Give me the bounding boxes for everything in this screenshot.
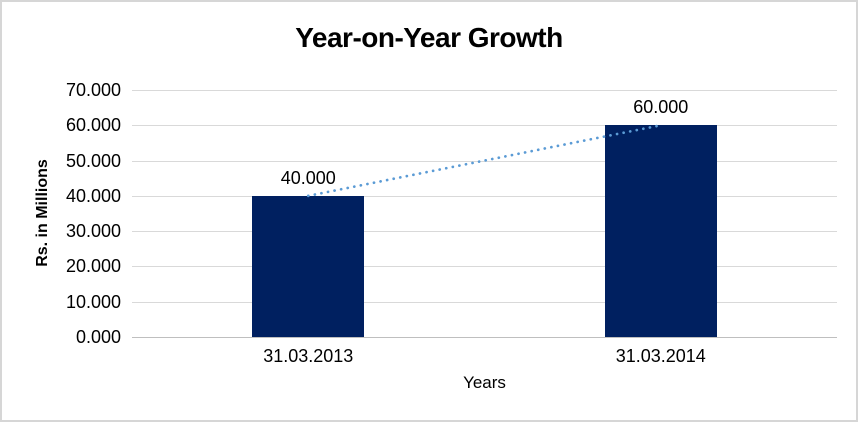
gridline xyxy=(132,125,837,127)
bar-1 xyxy=(604,125,717,337)
y-tick-label: 10.000 xyxy=(65,291,121,312)
y-tick-label: 0.000 xyxy=(75,327,121,347)
x-axis-line xyxy=(132,337,837,338)
y-tick-label: 20.000 xyxy=(65,256,121,277)
bar-0 xyxy=(252,195,365,337)
gridline xyxy=(132,231,837,233)
gridline xyxy=(132,266,837,268)
y-axis-title: Rs. in Millions xyxy=(34,159,51,267)
y-tick-label: 60.000 xyxy=(65,115,121,136)
y-tick-label: 30.000 xyxy=(65,221,121,242)
bar-value-label: 40.000 xyxy=(280,167,336,188)
gridline xyxy=(132,160,837,162)
x-category-label: 31.03.2013 xyxy=(263,346,354,366)
y-tick-label: 70.000 xyxy=(65,80,121,100)
plot-area xyxy=(132,90,837,338)
y-tick-label: 40.000 xyxy=(65,185,121,206)
gridline xyxy=(132,90,837,91)
gridline xyxy=(132,301,837,303)
bar-value-label: 60.000 xyxy=(633,97,689,118)
x-category-label: 31.03.2014 xyxy=(615,346,706,366)
gridline xyxy=(132,195,837,197)
y-tick-label: 50.000 xyxy=(65,150,121,171)
chart-title: Year-on-Year Growth xyxy=(295,22,563,53)
x-axis-title: Years xyxy=(463,373,506,392)
